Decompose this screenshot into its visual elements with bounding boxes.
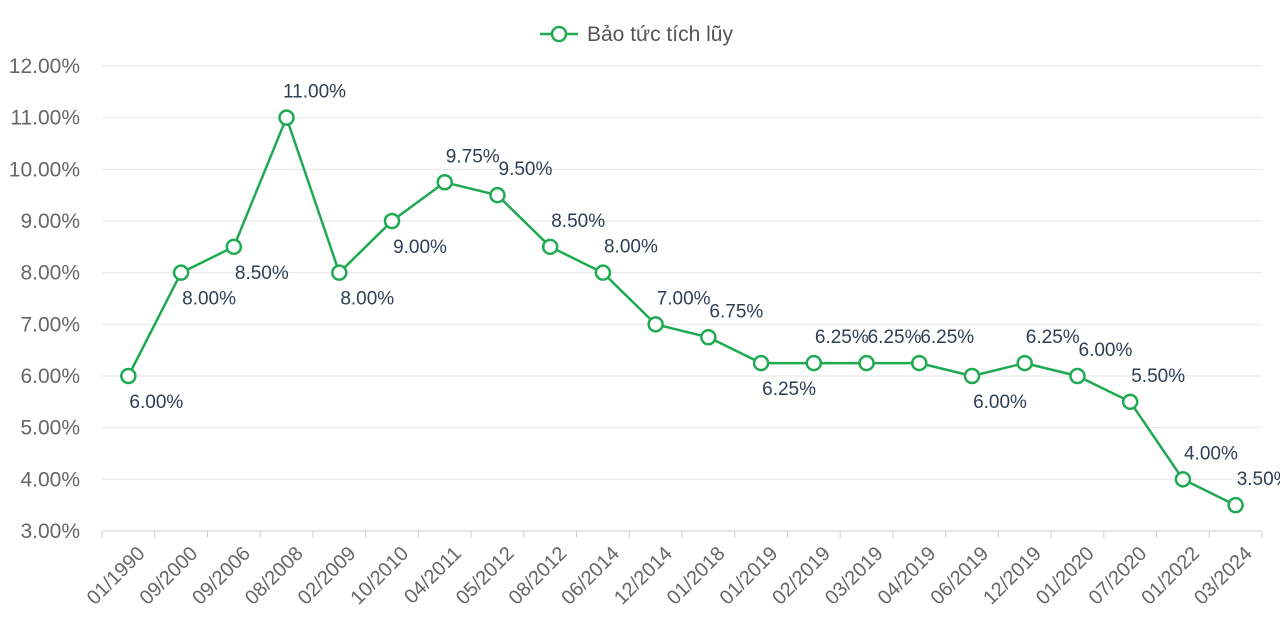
data-point[interactable] — [436, 174, 453, 191]
x-tick-label: 08/2012 — [505, 543, 572, 610]
data-point[interactable] — [1016, 354, 1033, 372]
data-labels: 6.00% 8.00% 8.50% 11.00% 8.00% 9.00% 9.75%9.50… — [129, 82, 1280, 490]
data-point[interactable] — [1174, 471, 1192, 488]
x-tick-label: 12/2014 — [610, 543, 677, 610]
y-tick-label: 3.00% — [20, 520, 80, 543]
legend[interactable]: Bảo tức tích lũy — [540, 23, 733, 46]
y-tick-label: 12.00% — [9, 55, 80, 78]
data-point[interactable] — [858, 354, 875, 372]
data-label: 6.25% — [815, 327, 869, 348]
gridlines — [102, 65, 1262, 480]
data-point[interactable] — [120, 367, 137, 385]
x-tick-label: 04/2019 — [874, 543, 941, 610]
data-label: 3.50% — [1237, 469, 1280, 490]
x-tick-label: 05/2012 — [452, 543, 519, 610]
data-label: 6.00% — [1079, 340, 1133, 361]
y-tick-label: 5.00% — [20, 417, 80, 440]
data-label: 9.50% — [499, 159, 553, 180]
data-points — [120, 109, 1244, 514]
data-label: 6.25% — [920, 327, 974, 348]
data-label: 11.00% — [283, 82, 346, 103]
y-tick-label: 4.00% — [20, 468, 80, 491]
y-axis-ticks: 3.00% 4.00% 5.00% 6.00% 7.00% 8.00% 9.00% 10.00… — [9, 55, 80, 543]
x-tick-label: 03/2019 — [821, 543, 888, 610]
data-point[interactable] — [541, 238, 559, 256]
y-tick-label: 8.00% — [20, 262, 80, 285]
x-tick-label: 01/2019 — [716, 543, 783, 610]
data-label: 4.00% — [1184, 443, 1238, 464]
x-tick-label: 09/2006 — [188, 543, 255, 610]
x-tick-label: 02/2009 — [294, 543, 361, 610]
data-point[interactable] — [489, 186, 506, 204]
data-point[interactable] — [1227, 496, 1244, 514]
x-tick-label: 01/2018 — [663, 543, 730, 610]
x-tick-label: 06/2014 — [557, 543, 624, 610]
y-tick-label: 9.00% — [20, 210, 80, 233]
data-label: 8.50% — [551, 211, 605, 232]
data-point[interactable] — [1121, 393, 1139, 411]
data-label: 6.25% — [1026, 327, 1080, 348]
data-label: 6.00% — [973, 392, 1027, 413]
series-polyline — [127, 116, 1237, 507]
x-tick-label: 08/2008 — [241, 543, 308, 610]
x-tick-label: 02/2019 — [768, 543, 835, 610]
legend-marker-icon — [550, 25, 568, 43]
x-tick-label: 09/2000 — [136, 543, 203, 610]
data-point[interactable] — [383, 212, 401, 230]
data-label: 6.25% — [868, 327, 922, 348]
data-point[interactable] — [1069, 367, 1086, 385]
data-label: 6.25% — [762, 379, 816, 400]
data-point[interactable] — [911, 354, 928, 372]
data-label: 8.00% — [604, 237, 658, 258]
data-label: 8.00% — [182, 289, 236, 310]
x-tick-label: 03/2024 — [1190, 543, 1257, 610]
x-tick-label: 06/2019 — [926, 543, 993, 610]
y-tick-label: 10.00% — [9, 158, 80, 181]
data-point[interactable] — [647, 316, 664, 333]
data-label: 8.50% — [235, 263, 289, 284]
data-label: 5.50% — [1131, 366, 1185, 387]
data-point[interactable] — [700, 329, 717, 346]
data-label: 9.00% — [393, 237, 447, 258]
data-point[interactable] — [594, 264, 612, 281]
x-tick-label: 01/1990 — [83, 543, 150, 610]
y-tick-label: 11.00% — [10, 107, 80, 130]
data-label: 6.00% — [129, 392, 183, 413]
data-point[interactable] — [805, 354, 823, 372]
data-label: 6.75% — [709, 301, 763, 322]
data-point[interactable] — [278, 109, 295, 126]
series-line — [127, 116, 1237, 507]
data-label: 8.00% — [340, 289, 394, 310]
x-tick-label: 10/2010 — [346, 543, 413, 610]
data-point[interactable] — [225, 238, 243, 256]
data-point[interactable] — [752, 354, 770, 372]
x-tick-label: 12/2019 — [979, 543, 1046, 610]
data-label: 9.75% — [446, 146, 500, 167]
data-point[interactable] — [963, 367, 981, 385]
x-tick-label: 07/2020 — [1085, 543, 1152, 610]
x-tick-label: 01/2020 — [1032, 543, 1099, 610]
y-tick-label: 7.00% — [20, 313, 80, 336]
data-point[interactable] — [331, 264, 348, 281]
data-label: 7.00% — [657, 288, 711, 309]
data-point[interactable] — [172, 264, 190, 281]
legend-label: Bảo tức tích lũy — [587, 23, 733, 46]
x-axis: 01/199009/200009/200608/200802/200910/20… — [83, 530, 1263, 610]
x-tick-label: 01/2022 — [1137, 543, 1204, 610]
y-tick-label: 6.00% — [20, 365, 80, 388]
